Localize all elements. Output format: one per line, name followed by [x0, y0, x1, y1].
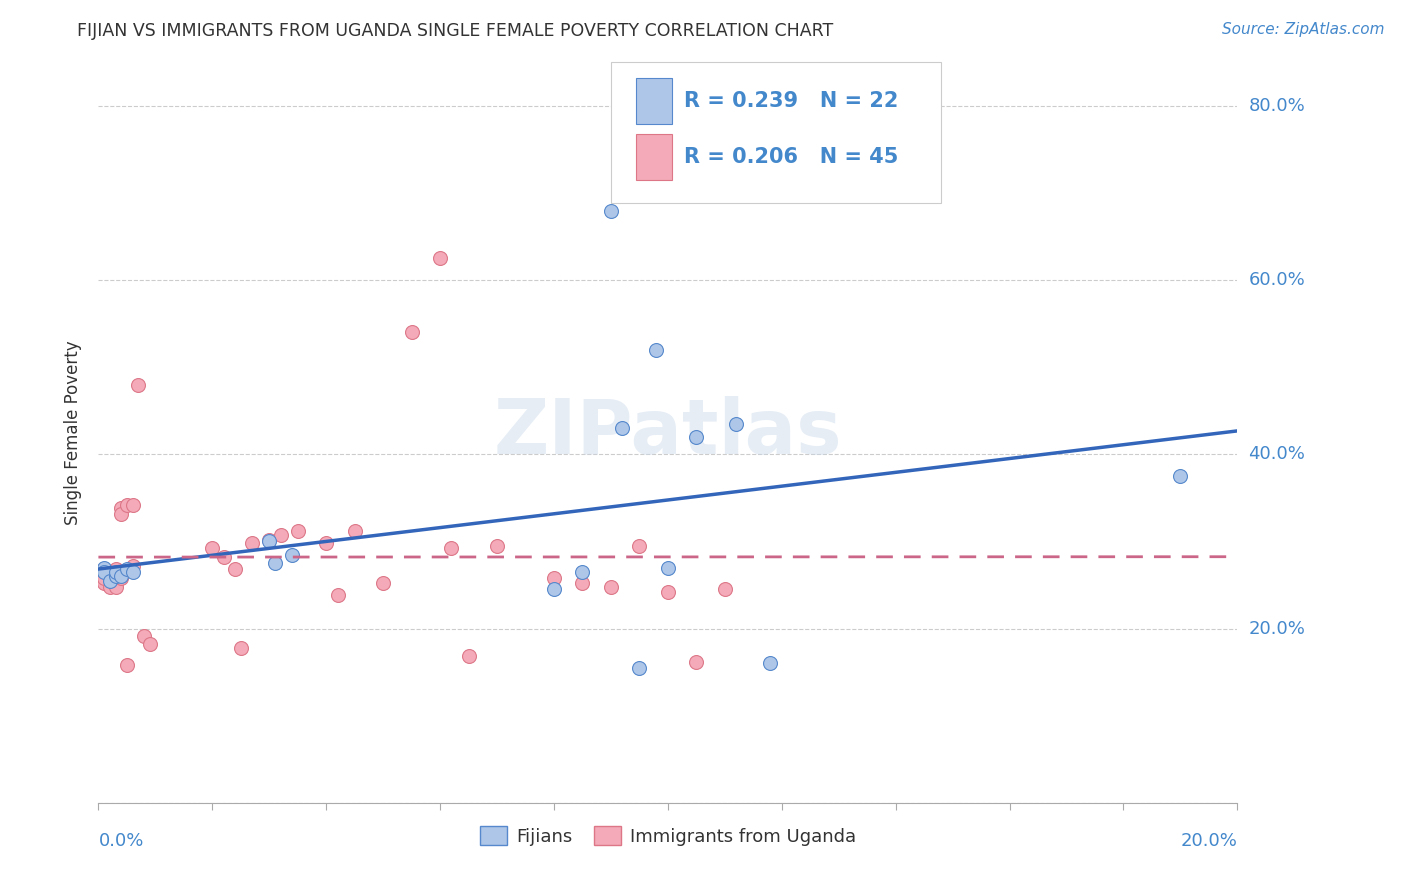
Point: [229, 640, 252, 655]
Point: [571, 576, 593, 591]
Text: ZIPatlas: ZIPatlas: [494, 396, 842, 469]
Point: [543, 582, 565, 597]
Text: FIJIAN VS IMMIGRANTS FROM UGANDA SINGLE FEMALE POVERTY CORRELATION CHART: FIJIAN VS IMMIGRANTS FROM UGANDA SINGLE …: [77, 22, 834, 40]
Text: 0.0%: 0.0%: [98, 832, 143, 850]
Point: [612, 421, 634, 435]
Point: [121, 565, 143, 579]
Point: [93, 576, 115, 591]
Text: 60.0%: 60.0%: [1249, 271, 1305, 289]
Point: [373, 576, 395, 591]
FancyBboxPatch shape: [636, 78, 672, 124]
Text: 80.0%: 80.0%: [1249, 97, 1305, 115]
Point: [93, 567, 115, 582]
Point: [628, 661, 651, 675]
Point: [315, 536, 337, 550]
Point: [645, 343, 668, 357]
Text: 40.0%: 40.0%: [1249, 445, 1305, 464]
Point: [657, 585, 679, 599]
Point: [115, 562, 138, 576]
Text: 20.0%: 20.0%: [1181, 832, 1237, 850]
Text: R = 0.206   N = 45: R = 0.206 N = 45: [683, 147, 898, 167]
Y-axis label: Single Female Poverty: Single Female Poverty: [65, 341, 83, 524]
Point: [259, 533, 281, 547]
Point: [429, 252, 451, 266]
Point: [115, 498, 138, 512]
Legend: Fijians, Immigrants from Uganda: Fijians, Immigrants from Uganda: [472, 819, 863, 853]
Point: [685, 430, 707, 444]
Point: [600, 203, 623, 218]
Point: [281, 548, 304, 562]
Point: [600, 580, 623, 594]
Point: [725, 417, 748, 431]
Point: [224, 562, 246, 576]
Point: [98, 580, 121, 594]
Point: [93, 560, 115, 574]
Point: [343, 524, 366, 538]
Point: [90, 571, 112, 585]
Point: [401, 326, 423, 340]
Point: [628, 539, 651, 553]
Point: [98, 565, 121, 579]
Point: [110, 507, 132, 521]
Point: [657, 560, 679, 574]
Point: [98, 574, 121, 588]
Point: [115, 658, 138, 673]
Point: [264, 556, 287, 570]
Point: [121, 558, 143, 573]
FancyBboxPatch shape: [612, 62, 941, 203]
Point: [240, 536, 263, 550]
Point: [104, 569, 127, 583]
Text: R = 0.239   N = 22: R = 0.239 N = 22: [683, 91, 898, 111]
Point: [104, 565, 127, 579]
Point: [259, 534, 281, 549]
Point: [714, 582, 737, 597]
Point: [132, 629, 155, 643]
Point: [110, 569, 132, 583]
Point: [104, 580, 127, 594]
Text: 20.0%: 20.0%: [1249, 620, 1305, 638]
Point: [457, 649, 479, 664]
FancyBboxPatch shape: [636, 135, 672, 180]
Point: [93, 571, 115, 585]
Point: [571, 565, 593, 579]
Point: [110, 501, 132, 516]
Text: Source: ZipAtlas.com: Source: ZipAtlas.com: [1222, 22, 1385, 37]
Point: [93, 562, 115, 576]
Point: [1170, 469, 1192, 483]
Point: [121, 498, 143, 512]
Point: [287, 524, 309, 538]
Point: [440, 541, 463, 556]
Point: [543, 571, 565, 585]
Point: [326, 589, 349, 603]
Point: [759, 657, 782, 671]
Point: [104, 576, 127, 591]
Point: [486, 539, 509, 553]
Point: [93, 565, 115, 579]
Point: [127, 377, 149, 392]
Point: [138, 637, 160, 651]
Point: [98, 569, 121, 583]
Point: [212, 550, 235, 565]
Point: [270, 527, 292, 541]
Point: [685, 655, 707, 669]
Point: [201, 541, 224, 556]
Point: [104, 562, 127, 576]
Point: [110, 571, 132, 585]
